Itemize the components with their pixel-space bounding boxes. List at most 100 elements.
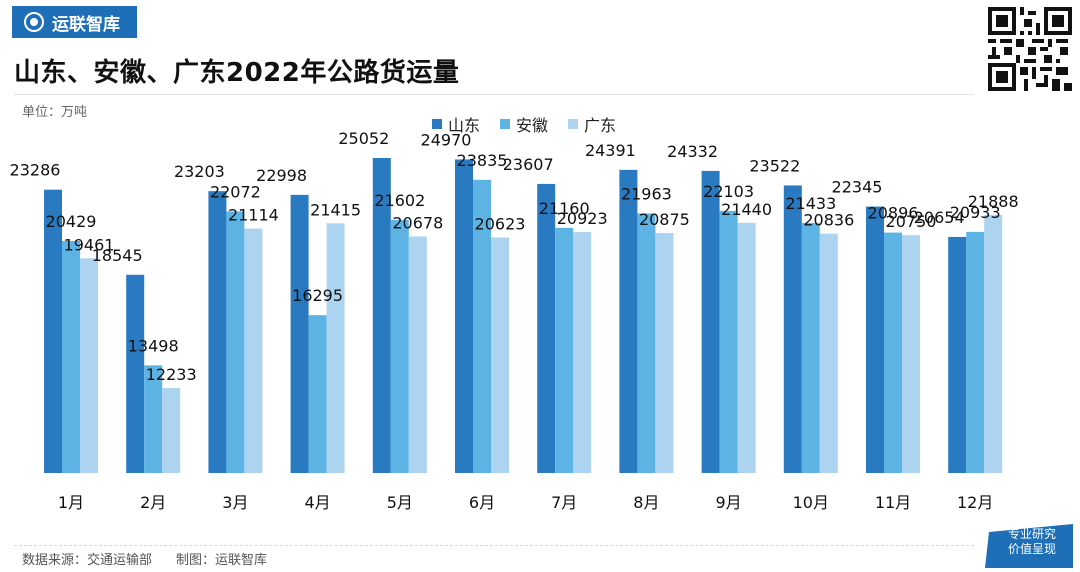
data-label-山东-3月: 23203 [174,162,225,181]
data-label-山东-7月: 23607 [503,155,554,174]
bar-安徽-2月 [144,365,163,473]
bar-山东-4月 [290,194,309,473]
bar-安徽-4月 [308,315,327,473]
x-tick-label: 6月 [469,493,495,512]
data-label-广东-2月: 12233 [146,365,197,384]
bar-广东-3月 [244,228,263,473]
x-tick-label: 12月 [957,493,993,512]
bar-广东-2月 [162,388,181,473]
bar-山东-1月 [44,189,62,473]
bar-安徽-1月 [62,240,80,473]
bar-广东-9月 [737,222,756,473]
legend-label-anhui: 安徽 [516,116,549,135]
corner-badge [985,524,1073,568]
data-source: 数据来源：交通运输部 [22,553,153,568]
corner-badge-line2: 价值呈现 [1007,542,1056,556]
data-label-广东-8月: 20875 [639,210,690,229]
data-label-广东-3月: 21114 [228,206,279,225]
chart-legend: 山东 安徽 广东 [432,112,616,136]
data-label-安徽-6月: 23835 [457,151,508,170]
bar-安徽-9月 [719,210,738,473]
bar-安徽-10月 [801,222,820,473]
chart-maker: 制图：运联智库 [176,553,268,568]
bar-山东-3月 [208,191,227,473]
bar-山东-7月 [537,183,556,473]
bar-广东-12月 [984,214,1003,474]
data-label-山东-8月: 24391 [585,141,636,160]
data-label-广东-12月: 21888 [968,192,1019,211]
data-label-广东-10月: 20836 [803,211,854,230]
legend-label-shandong: 山东 [448,116,481,135]
x-tick-label: 11月 [875,493,911,512]
x-tick-label: 2月 [140,493,166,512]
data-label-安徽-9月: 22103 [703,182,754,201]
unit-label: 单位：万吨 [22,105,88,120]
data-label-山东-10月: 23522 [749,156,800,175]
bar-安徽-8月 [637,213,656,473]
x-tick-label: 5月 [387,493,413,512]
x-tick-label: 8月 [633,493,659,512]
data-label-广东-9月: 21440 [721,200,772,219]
data-label-山东-2月: 18545 [92,246,143,265]
brand-logo-icon [24,12,44,32]
data-label-山东-6月: 24970 [421,130,472,149]
data-label-安徽-7月: 21160 [539,199,590,218]
bar-广东-7月 [573,232,592,473]
x-tick-label: 10月 [793,493,829,512]
bar-安徽-7月 [555,227,574,473]
data-label-安徽-10月: 21433 [785,194,836,213]
data-label-山东-1月: 23286 [10,161,61,180]
bar-安徽-5月 [390,219,409,473]
bar-山东-5月 [372,157,391,473]
data-label-广东-7月: 20923 [557,209,608,228]
bar-广东-8月 [655,232,674,473]
bar-山东-11月 [866,206,884,473]
legend-label-guangdong: 广东 [584,116,617,135]
footer-divider [14,545,974,547]
data-label-安徽-8月: 21963 [621,184,672,203]
data-label-广东-4月: 21415 [310,200,361,219]
bar-山东-9月 [701,170,720,473]
data-label-山东-12月: 20654 [914,208,965,227]
brand-name: 运联智库 [52,14,120,35]
bar-安徽-11月 [884,232,902,473]
data-label-山东-9月: 24332 [667,142,718,161]
legend-swatch-guangdong [568,119,579,129]
bar-广东-5月 [408,236,427,473]
bar-广东-6月 [491,237,509,473]
legend-swatch-shandong [432,119,442,129]
bar-山东-2月 [126,274,145,473]
data-label-广东-1月: 19461 [64,235,115,254]
x-tick-label: 9月 [716,493,742,512]
x-tick-label: 1月 [58,493,84,512]
data-label-山东-11月: 22345 [832,178,883,197]
legend-item-guangdong: 广东 [568,112,616,136]
data-label-广东-5月: 20678 [392,213,443,232]
bar-广东-4月 [326,223,345,473]
bar-安徽-12月 [966,231,985,473]
x-tick-label: 7月 [551,493,577,512]
data-label-安徽-11月: 20896 [868,204,919,223]
brand-logo: 运联智库 [12,6,137,38]
bar-广东-11月 [902,235,920,473]
bar-安徽-6月 [473,179,491,473]
x-tick-label: 3月 [222,493,248,512]
data-label-安徽-3月: 22072 [210,182,261,201]
bar-山东-12月 [948,236,967,473]
corner-badge-text: 专业研究 价值呈现 [1000,527,1064,557]
data-label-安徽-4月: 16295 [292,286,343,305]
page-title: 山东、安徽、广东2022年公路货运量 [14,58,460,88]
bar-广东-1月 [80,258,98,473]
data-label-安徽-2月: 13498 [128,336,179,355]
bar-山东-6月 [455,159,473,473]
x-tick-label: 4月 [305,493,331,512]
qr-code-icon [988,7,1072,91]
bar-广东-10月 [819,233,838,473]
data-label-广东-6月: 20623 [475,214,526,233]
corner-badge-line1: 专业研究 [1007,527,1056,541]
legend-swatch-anhui [500,119,511,129]
data-label-山东-4月: 22998 [256,166,307,185]
bar-山东-8月 [619,169,638,473]
legend-item-anhui: 安徽 [500,112,548,136]
